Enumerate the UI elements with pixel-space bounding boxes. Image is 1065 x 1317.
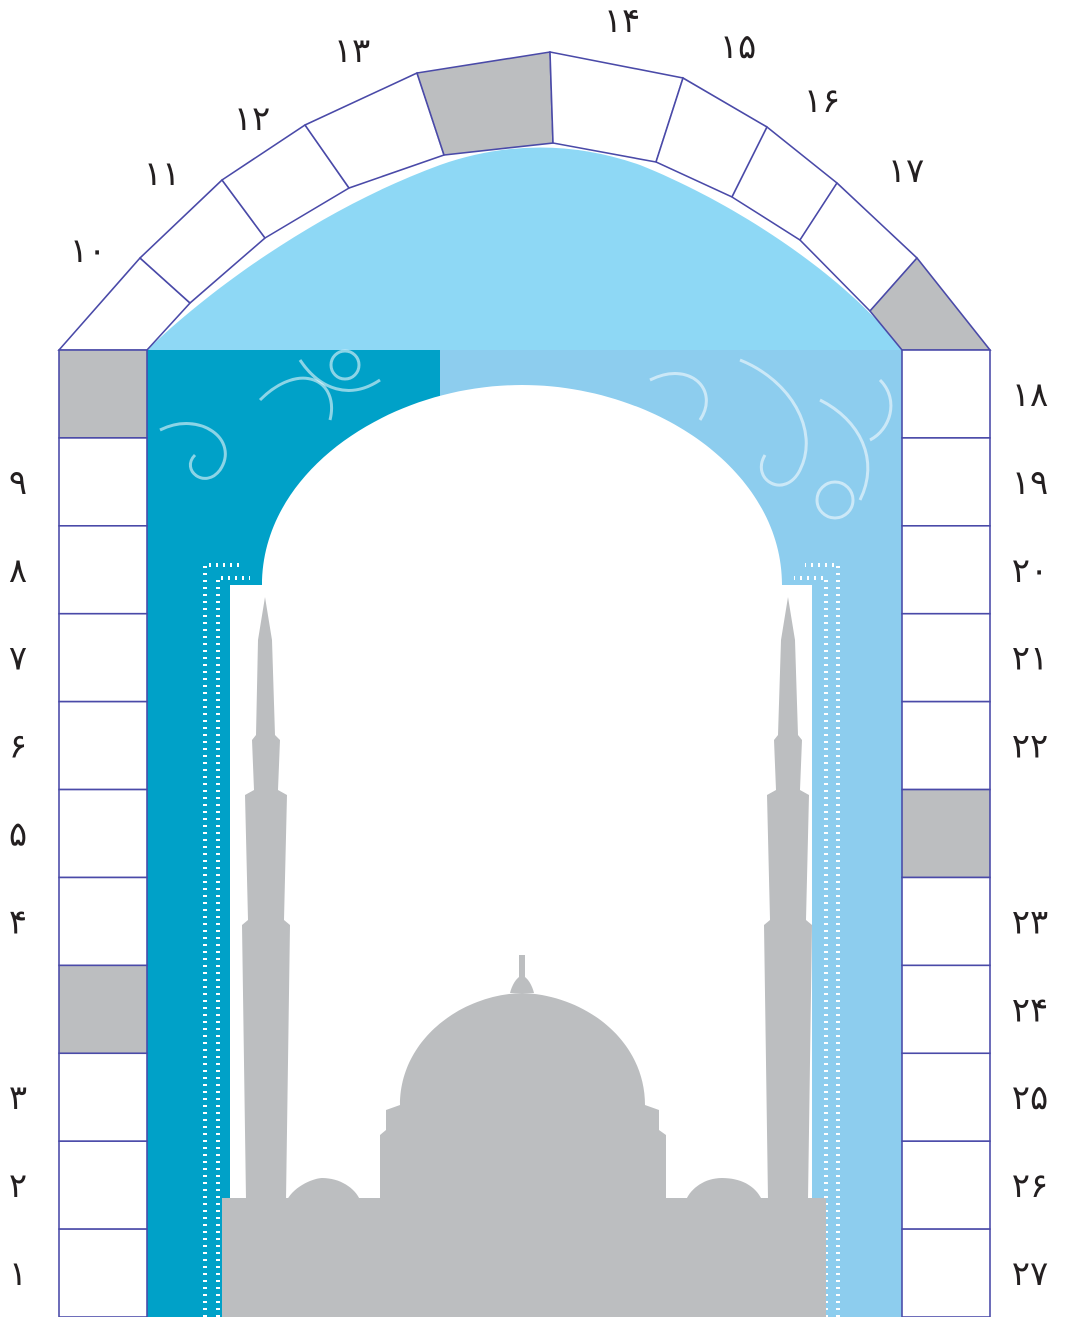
arch-block-number: ۱۰: [70, 231, 107, 271]
arch-blocks: [57, 51, 992, 351]
right-column-cell-1: [901, 349, 991, 439]
arch-block-number: ۱۵: [720, 27, 757, 67]
left-column-cell-5: [58, 700, 148, 791]
left-column-cell-3: [58, 525, 148, 615]
floral-ornament-icon: [159, 349, 893, 520]
left-cell-number: ۵: [9, 815, 27, 855]
arch-block-number: ۱۴: [604, 1, 641, 41]
right-column-cell-2: [901, 437, 991, 527]
right-cell-number: ۲۴: [1012, 990, 1049, 1030]
left-column-cell-8: [58, 964, 148, 1055]
arch-window: [230, 385, 812, 1317]
left-cell-number: ۴: [9, 902, 27, 942]
arch-block-number: ۱۱: [144, 154, 181, 194]
right-column: [901, 349, 991, 1317]
left-column-cell-9: [58, 1052, 148, 1142]
right-cell-number: ۲۷: [1012, 1254, 1049, 1294]
mosque-silhouette-icon: [222, 597, 826, 1317]
number-labels: ۹۸۷۶۵۴۳۲۱۱۸۱۹۲۰۲۱۲۲۲۳۲۴۲۵۲۶۲۷۱۰۱۱۱۲۱۳۱۴۱…: [9, 1, 1048, 1294]
arch-block-number: ۱۳: [334, 31, 371, 71]
left-column-cell-10: [58, 1140, 148, 1230]
left-cell-number: ۲: [9, 1166, 27, 1206]
right-column-cell-8: [901, 964, 991, 1055]
sky-area: [147, 147, 902, 350]
arch-block-number: ۱۲: [234, 99, 271, 139]
arch-block-number: ۱۶: [804, 81, 841, 121]
left-column-cell-6: [58, 788, 148, 879]
right-cell-number: ۱۸: [1012, 375, 1049, 415]
left-column: [58, 349, 148, 1317]
left-column-cell-7: [58, 876, 148, 967]
left-cell-number: ۷: [9, 639, 27, 679]
dotted-frame: [203, 563, 840, 1317]
right-column-cell-5: [901, 700, 991, 791]
right-cell-number: ۲۳: [1012, 902, 1049, 942]
right-column-cell-11: [901, 1228, 991, 1317]
panel-left-strip: [147, 350, 207, 1317]
right-column-cell-7: [901, 876, 991, 967]
left-cell-number: ۳: [9, 1078, 27, 1118]
left-cell-number: ۶: [9, 727, 27, 767]
left-cell-number: ۸: [9, 551, 27, 591]
right-column-cell-6: [901, 788, 991, 879]
left-cell-number: ۹: [9, 463, 27, 503]
left-cell-number: ۱: [9, 1254, 27, 1294]
left-column-cell-2: [58, 437, 148, 527]
left-column-cell-11: [58, 1228, 148, 1317]
right-column-cell-10: [901, 1140, 991, 1230]
right-column-cell-9: [901, 1052, 991, 1142]
central-panel: [147, 349, 902, 1317]
arch-block-number: ۱۷: [888, 151, 925, 191]
left-column-cell-4: [58, 612, 148, 703]
right-cell-number: ۲۵: [1012, 1078, 1049, 1118]
right-cell-number: ۲۱: [1012, 639, 1049, 679]
right-cell-number: ۲۰: [1012, 551, 1049, 591]
right-column-cell-4: [901, 612, 991, 703]
right-cell-number: ۲۲: [1012, 727, 1049, 767]
left-column-cell-1: [58, 349, 148, 439]
right-cell-number: ۲۶: [1012, 1166, 1049, 1206]
right-cell-number: ۱۹: [1012, 463, 1049, 503]
right-column-cell-3: [901, 525, 991, 615]
